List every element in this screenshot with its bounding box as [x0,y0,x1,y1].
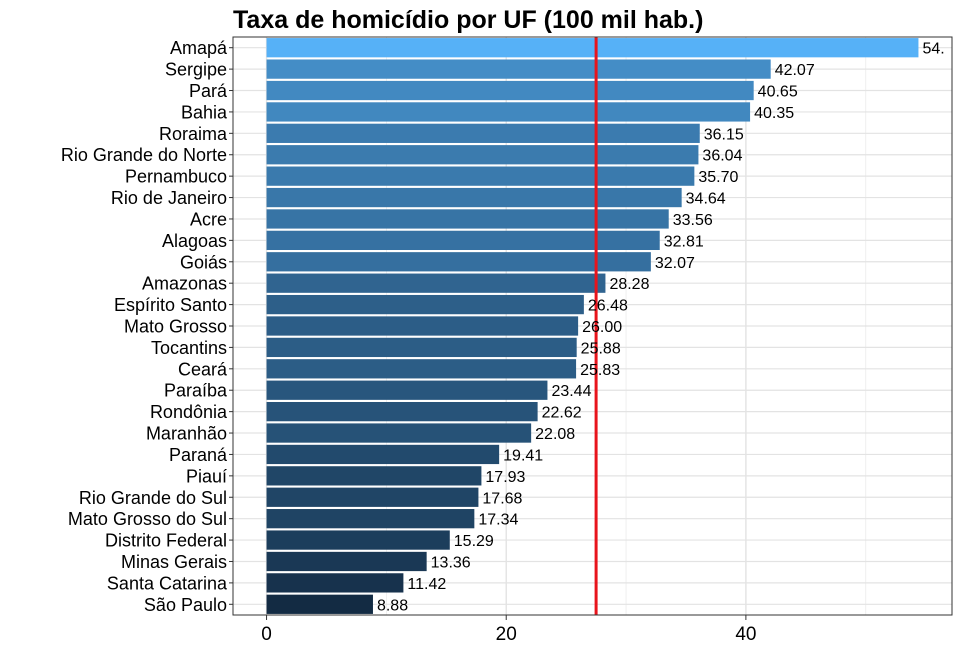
x-axis-ticks-layer: 0 20 40 [229,47,756,645]
bar [266,38,919,58]
x-tick-label: 0 [261,624,272,645]
category-label: Alagoas [162,231,227,251]
category-label: Sergipe [165,60,227,80]
bar-value-label: 8.88 [377,597,408,614]
bar [266,166,695,186]
bar [266,123,700,143]
bar-value-label: 11.42 [407,576,446,593]
category-label: Roraima [159,124,228,144]
x-tick-label: 40 [735,624,756,645]
bar [266,252,651,272]
bar-value-label: 40.35 [754,105,794,122]
bar [266,573,404,593]
bar [266,466,482,486]
bar [266,380,548,400]
category-label: Rondônia [150,402,228,422]
bar-value-label: 36.15 [704,126,744,143]
category-label: Rio de Janeiro [111,188,227,208]
bar [266,187,682,208]
bar [266,294,584,315]
category-label: Rio Grande do Sul [79,488,227,508]
category-label: Pernambuco [125,167,227,187]
bar [266,509,475,529]
bar [266,102,751,122]
bar [266,145,699,165]
bar-value-label: 19.41 [503,447,543,464]
category-label: Piauí [186,466,227,486]
bar-value-label: 17.68 [482,490,522,507]
bar [266,209,669,229]
bar-value-label: 33.56 [673,212,713,229]
category-label: Bahia [181,102,228,122]
category-label: Maranhão [146,424,227,444]
category-label: Paraná [169,445,228,465]
category-label: Pará [189,81,228,101]
bar-value-label: 28.28 [609,276,649,293]
category-label: Ceará [178,359,228,379]
bar-value-label: 25.83 [580,362,620,379]
bar-value-label: 22.08 [535,426,575,443]
bar [266,594,373,614]
bar-value-label: 17.93 [485,469,525,486]
bar-value-label: 26.00 [582,319,622,336]
bar [266,551,427,572]
category-label: Goiás [180,252,227,272]
bar-value-label: 13.36 [431,554,471,571]
category-label: Minas Gerais [121,552,227,572]
chart-title: Taxa de homicídio por UF (100 mil hab.) [233,6,703,34]
bar [266,273,606,293]
bar-value-label: 42.07 [775,62,815,79]
bar [266,80,754,101]
category-label: Tocantins [151,338,227,358]
category-label: Acre [190,209,227,229]
bar [266,530,450,550]
bar-value-label: 15.29 [454,533,494,550]
category-label: Espírito Santo [114,295,227,315]
bar [266,230,660,251]
category-label: Amapá [170,38,228,58]
bar-value-label: 35.70 [698,169,738,186]
bars-layer [266,38,919,614]
category-label: Distrito Federal [105,531,227,551]
bar-value-label: 32.81 [664,233,704,250]
category-label: Santa Catarina [107,573,228,593]
bar-value-label: 17.34 [478,512,518,529]
category-labels-layer: 54. Amapá 42.07 Sergipe 40.65 Pará 40.35 Bahia 3… [61,38,945,615]
bar-value-label: 40.65 [758,84,798,101]
category-label: São Paulo [144,595,227,615]
bar-value-label: 26.48 [588,298,628,315]
bar [266,423,532,443]
bar [266,316,579,336]
category-label: Paraíba [164,381,228,401]
bar-value-label: 32.07 [655,255,695,272]
bar-value-label: 22.62 [542,405,582,422]
category-label: Mato Grosso do Sul [68,509,227,529]
bar [266,359,577,379]
category-label: Amazonas [142,274,227,294]
bar [266,401,538,422]
bar-value-label: 36.04 [702,148,742,165]
category-label: Rio Grande do Norte [61,145,227,165]
bar-value-label: 54. [922,41,944,58]
bar [266,59,771,79]
bar [266,444,500,465]
category-label: Mato Grosso [124,317,227,337]
bar-value-label: 23.44 [551,383,591,400]
bar [266,487,479,507]
bar [266,337,577,358]
x-tick-label: 20 [496,624,517,645]
bar-value-label: 25.88 [581,340,621,357]
bar-value-label: 34.64 [686,191,726,208]
